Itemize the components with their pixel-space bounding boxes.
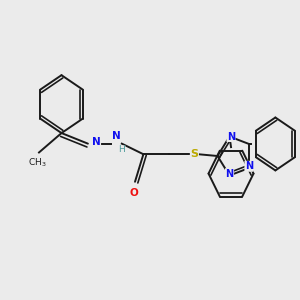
Text: H: H xyxy=(118,146,125,154)
Text: N: N xyxy=(112,131,121,141)
Text: N: N xyxy=(226,169,234,179)
Text: N: N xyxy=(245,161,253,171)
Text: S: S xyxy=(190,149,198,159)
Text: N: N xyxy=(92,137,100,147)
Text: O: O xyxy=(129,188,138,198)
Text: CH$_3$: CH$_3$ xyxy=(28,157,47,169)
Text: N: N xyxy=(227,131,235,142)
